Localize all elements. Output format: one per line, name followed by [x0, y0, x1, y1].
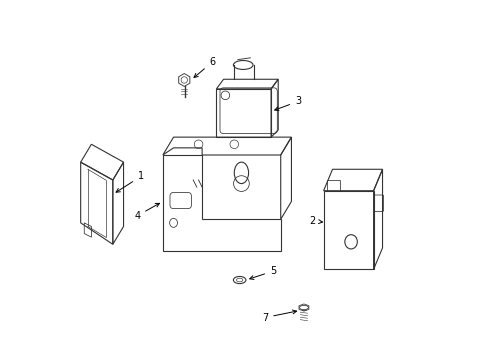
Text: 6: 6 — [194, 57, 216, 77]
Text: 2: 2 — [309, 216, 322, 226]
Text: 7: 7 — [262, 310, 296, 323]
Text: 4: 4 — [134, 203, 159, 221]
Text: 5: 5 — [250, 266, 276, 279]
Text: 1: 1 — [116, 171, 144, 192]
Text: 3: 3 — [275, 96, 301, 111]
